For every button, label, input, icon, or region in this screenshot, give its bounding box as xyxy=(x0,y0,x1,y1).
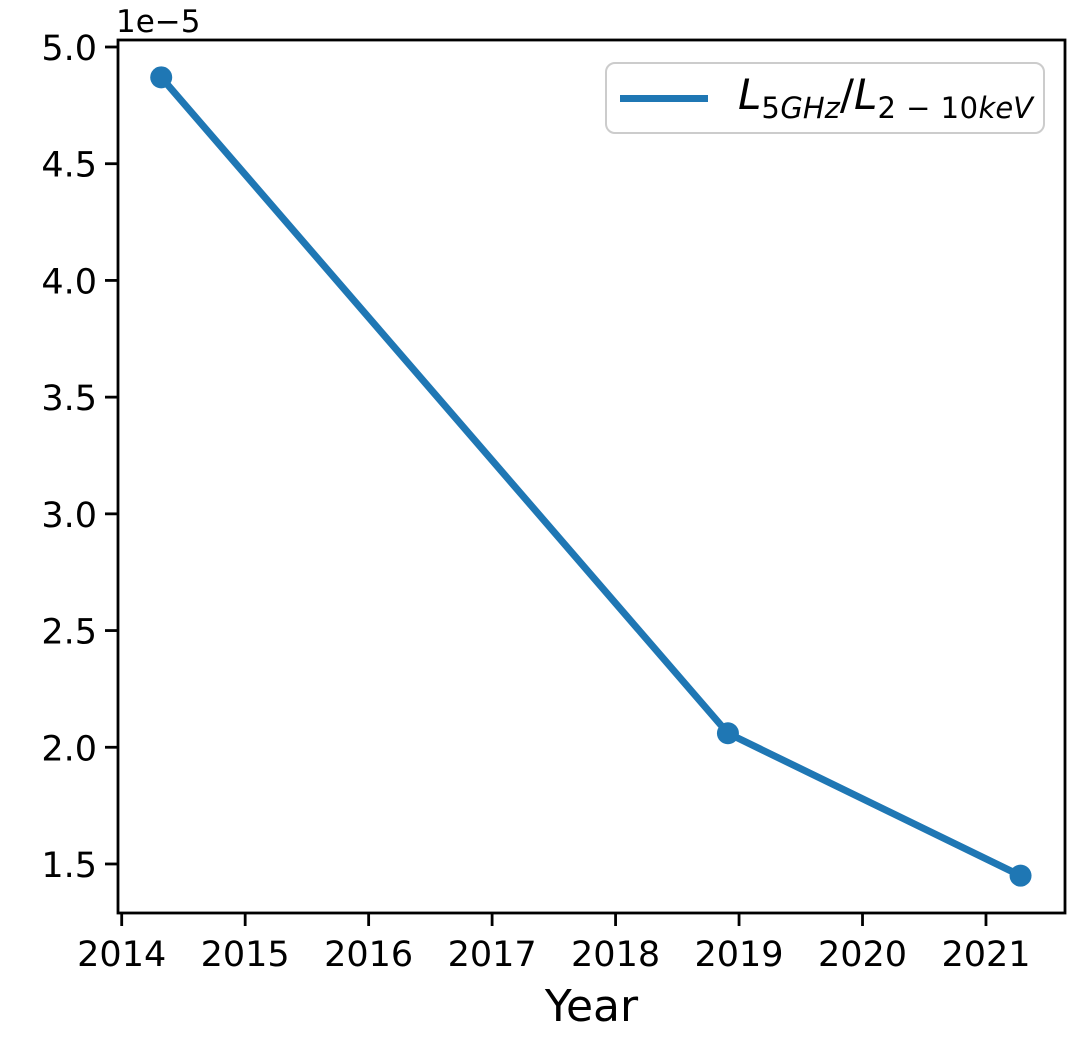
x-tick-label: 2021 xyxy=(941,935,1030,975)
y-tick-label: 4.5 xyxy=(41,146,97,186)
data-point-marker xyxy=(716,722,739,745)
legend-line-sample xyxy=(620,94,708,102)
data-point-marker xyxy=(150,66,173,89)
y-tick-label: 5.0 xyxy=(41,29,97,69)
x-tick-label: 2018 xyxy=(571,935,660,975)
data-point-marker xyxy=(1009,864,1032,887)
y-tick-label: 2.5 xyxy=(41,613,97,653)
x-tick-label: 2020 xyxy=(818,935,907,975)
y-tick-label: 3.5 xyxy=(41,379,97,419)
x-tick-label: 2019 xyxy=(695,935,784,975)
y-axis-offset-label: 1e−5 xyxy=(116,4,201,40)
x-tick-label: 2015 xyxy=(201,935,290,975)
x-axis-label: Year xyxy=(544,981,639,1032)
y-tick-label: 2.0 xyxy=(41,729,97,769)
legend-label-part: L xyxy=(854,69,878,119)
legend-label-part: keV xyxy=(978,90,1034,125)
legend-label-part: GHz xyxy=(780,90,840,125)
legend-label-part: L xyxy=(738,69,762,119)
axes-spines xyxy=(116,38,1067,915)
x-tick-label: 2017 xyxy=(448,935,537,975)
legend: L5GHz/L2 − 10keV xyxy=(605,62,1045,134)
x-tick-label: 2014 xyxy=(77,935,166,975)
legend-label: L5GHz/L2 − 10keV xyxy=(738,73,1034,125)
y-tick-label: 3.0 xyxy=(41,496,97,536)
legend-label-part: 2 − 10 xyxy=(877,90,979,125)
y-tick-label: 1.5 xyxy=(41,846,97,886)
y-tick-label: 4.0 xyxy=(41,262,97,302)
x-tick-label: 2016 xyxy=(324,935,413,975)
legend-label-part: / xyxy=(839,69,855,119)
series-line xyxy=(157,73,1025,880)
legend-label-part: 5 xyxy=(761,90,781,125)
